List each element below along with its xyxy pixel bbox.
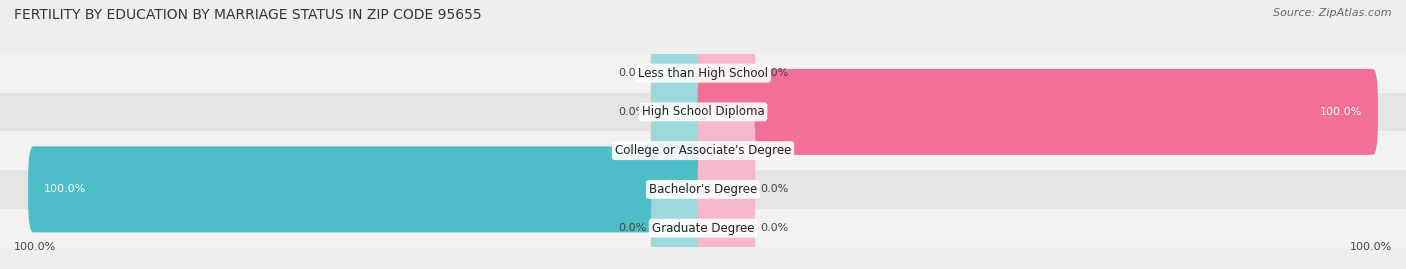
- Text: 0.0%: 0.0%: [759, 146, 789, 156]
- Text: 100.0%: 100.0%: [44, 184, 86, 194]
- Text: 100.0%: 100.0%: [1320, 107, 1362, 117]
- Text: 100.0%: 100.0%: [1350, 242, 1392, 252]
- Text: FERTILITY BY EDUCATION BY MARRIAGE STATUS IN ZIP CODE 95655: FERTILITY BY EDUCATION BY MARRIAGE STATU…: [14, 8, 482, 22]
- Text: 0.0%: 0.0%: [759, 223, 789, 233]
- Text: Graduate Degree: Graduate Degree: [652, 222, 754, 235]
- Text: High School Diploma: High School Diploma: [641, 105, 765, 118]
- Bar: [0, 209, 1406, 247]
- FancyBboxPatch shape: [697, 185, 755, 269]
- Bar: [0, 170, 1406, 209]
- FancyBboxPatch shape: [651, 30, 709, 116]
- FancyBboxPatch shape: [697, 108, 755, 194]
- Text: 0.0%: 0.0%: [759, 68, 789, 78]
- Bar: [0, 54, 1406, 93]
- Text: 0.0%: 0.0%: [617, 223, 647, 233]
- Bar: [0, 131, 1406, 170]
- Text: 0.0%: 0.0%: [617, 146, 647, 156]
- Text: 0.0%: 0.0%: [759, 184, 789, 194]
- FancyBboxPatch shape: [697, 69, 1378, 155]
- FancyBboxPatch shape: [651, 69, 709, 155]
- Text: College or Associate's Degree: College or Associate's Degree: [614, 144, 792, 157]
- Text: Less than High School: Less than High School: [638, 67, 768, 80]
- Text: Bachelor's Degree: Bachelor's Degree: [650, 183, 756, 196]
- Text: 0.0%: 0.0%: [617, 68, 647, 78]
- FancyBboxPatch shape: [651, 108, 709, 194]
- FancyBboxPatch shape: [697, 146, 755, 232]
- FancyBboxPatch shape: [28, 146, 709, 232]
- Text: 100.0%: 100.0%: [14, 242, 56, 252]
- Text: 0.0%: 0.0%: [617, 107, 647, 117]
- FancyBboxPatch shape: [697, 30, 755, 116]
- FancyBboxPatch shape: [651, 185, 709, 269]
- Bar: [0, 93, 1406, 131]
- Text: Source: ZipAtlas.com: Source: ZipAtlas.com: [1274, 8, 1392, 18]
